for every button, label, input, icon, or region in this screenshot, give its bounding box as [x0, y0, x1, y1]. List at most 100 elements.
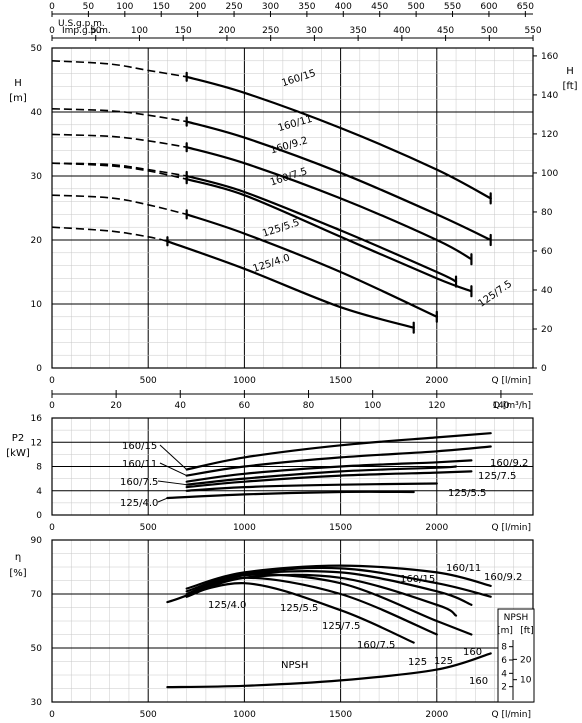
impgpm-tick-label: 150	[175, 26, 192, 36]
impgpm-axis-label: Imp.g.p.m.	[62, 26, 111, 36]
eff-curve-125/5.5	[185, 576, 438, 636]
head-y-unit: [m]	[9, 93, 27, 104]
m3h-tick-label: 80	[303, 401, 315, 411]
impgpm-tick-label: 350	[350, 26, 367, 36]
power-curve-160/9.2	[185, 459, 473, 483]
m3h-tick-label: 0	[49, 401, 55, 411]
ft-tick-label: 40	[541, 286, 553, 296]
head-y-tick: 40	[31, 108, 43, 118]
power-x-tick: 1000	[233, 523, 256, 533]
power-series-label: 160/9.2	[490, 458, 528, 469]
head-series-label: 160/11	[277, 114, 314, 134]
m3h-tick-label: 40	[175, 401, 187, 411]
head-curve-160/9.2	[185, 146, 473, 261]
head-curve-160/11	[185, 120, 492, 242]
eff-series-label: 160/11	[446, 563, 481, 574]
eff-y-unit: [%]	[9, 568, 26, 579]
head-curve-dashed-125/7.5	[51, 162, 187, 180]
power-x-tick: 0	[49, 523, 55, 533]
head-curve-dashed-160/11	[51, 108, 187, 123]
usgpm-tick-label: 150	[153, 2, 170, 12]
power-series-label: 160/7.5	[120, 477, 158, 488]
head-x-tick: 0	[49, 376, 55, 386]
head-y-label: H	[14, 78, 22, 89]
npsh-curve-label: 125	[434, 656, 453, 667]
head-y-tick: 50	[31, 44, 43, 54]
impgpm-tick-label: 0	[49, 26, 55, 36]
ft-tick-label: 0	[541, 364, 547, 374]
impgpm-tick-label: 400	[393, 26, 410, 36]
power-x-label: Q [l/min]	[492, 523, 531, 533]
eff-series-label: 125/4.0	[208, 600, 246, 611]
usgpm-axis-label: U.S.g.p.m.	[58, 19, 105, 29]
head-x-tick: 1000	[233, 376, 256, 386]
npsh-ft-tick-label: 20	[520, 655, 532, 665]
eff-series-label: 160/7.5	[357, 640, 395, 651]
eff-curve-NPSH	[166, 652, 492, 689]
eff-x-tick: 2000	[425, 710, 448, 720]
plot-frame	[51, 417, 534, 516]
ft-tick-label: 140	[541, 91, 558, 101]
usgpm-tick-label: 250	[225, 2, 242, 12]
impgpm-tick-label: 100	[131, 26, 148, 36]
eff-curve-125/7.5	[185, 573, 473, 636]
eff-curve-125/4.0	[166, 582, 415, 644]
power-series-label: 160/15	[122, 441, 157, 452]
usgpm-tick-label: 400	[335, 2, 352, 12]
impgpm-tick-label: 550	[524, 26, 541, 36]
usgpm-tick-label: 500	[408, 2, 425, 12]
eff-curve-160/15	[185, 564, 492, 590]
m3h-axis-label: Q [m³/h]	[493, 401, 531, 411]
m3h-tick-label: 60	[239, 401, 251, 411]
power-label-leader	[159, 444, 188, 470]
npsh-curve-label: 160	[463, 647, 482, 658]
eff-x-tick: 500	[140, 710, 157, 720]
impgpm-tick-label: 450	[437, 26, 454, 36]
head-curve-125/7.5	[185, 178, 473, 293]
npsh-m-tick-label: 6	[501, 656, 507, 666]
m3h-tick-label: 120	[428, 401, 445, 411]
usgpm-tick-label: 200	[189, 2, 206, 12]
npsh-unit-m: [m]	[497, 626, 513, 636]
power-series-label: 125/5.5	[448, 488, 486, 499]
head-curve-dashed-125/4.0	[51, 226, 168, 243]
eff-x-tick: 0	[49, 710, 55, 720]
npsh-m-tick-label: 2	[501, 683, 507, 693]
head-y-tick: 20	[31, 236, 43, 246]
usgpm-tick-label: 100	[116, 2, 133, 12]
head-y-tick: 30	[31, 172, 43, 182]
power-x-tick: 2000	[425, 523, 448, 533]
impgpm-tick-label: 50	[90, 26, 102, 36]
ft-tick-label: 160	[541, 52, 558, 62]
head-x-tick: 2000	[425, 376, 448, 386]
power-y-tick: 8	[36, 463, 42, 473]
m3h-tick-label: 20	[110, 401, 122, 411]
usgpm-tick-label: 600	[480, 2, 497, 12]
usgpm-tick-label: 50	[83, 2, 95, 12]
power-x-tick: 500	[140, 523, 157, 533]
head-y-tick: 0	[36, 364, 42, 374]
head-series-label: 160/7.5	[269, 166, 309, 188]
head-curve-dashed-160/9.2	[51, 133, 187, 148]
usgpm-tick-label: 650	[517, 2, 534, 12]
head-curve-160/15	[185, 75, 492, 200]
head-curve-125/4.0	[166, 240, 415, 329]
eff-x-label: Q [l/min]	[492, 710, 531, 720]
head-x-label: Q [l/min]	[492, 376, 531, 386]
head-curve-125/5.5	[185, 213, 438, 318]
npsh-curve-label: 160	[469, 676, 488, 687]
impgpm-tick-label: 500	[481, 26, 498, 36]
eff-y-tick: 70	[31, 590, 43, 600]
impgpm-tick-label: 300	[306, 26, 323, 36]
head-curve-dashed-160/15	[51, 60, 187, 78]
power-series-label: 125/4.0	[120, 498, 158, 509]
npsh-curve-label: 125	[408, 657, 427, 668]
npsh-m-tick-label: 4	[501, 669, 507, 679]
power-y-label: P2	[12, 433, 24, 444]
power-curve-125/7.5	[185, 470, 473, 489]
power-curve-125/5.5	[185, 482, 438, 492]
head-y-right-label: H	[566, 66, 574, 77]
power-series-label: 125/7.5	[478, 471, 516, 482]
impgpm-tick-label: 200	[218, 26, 235, 36]
